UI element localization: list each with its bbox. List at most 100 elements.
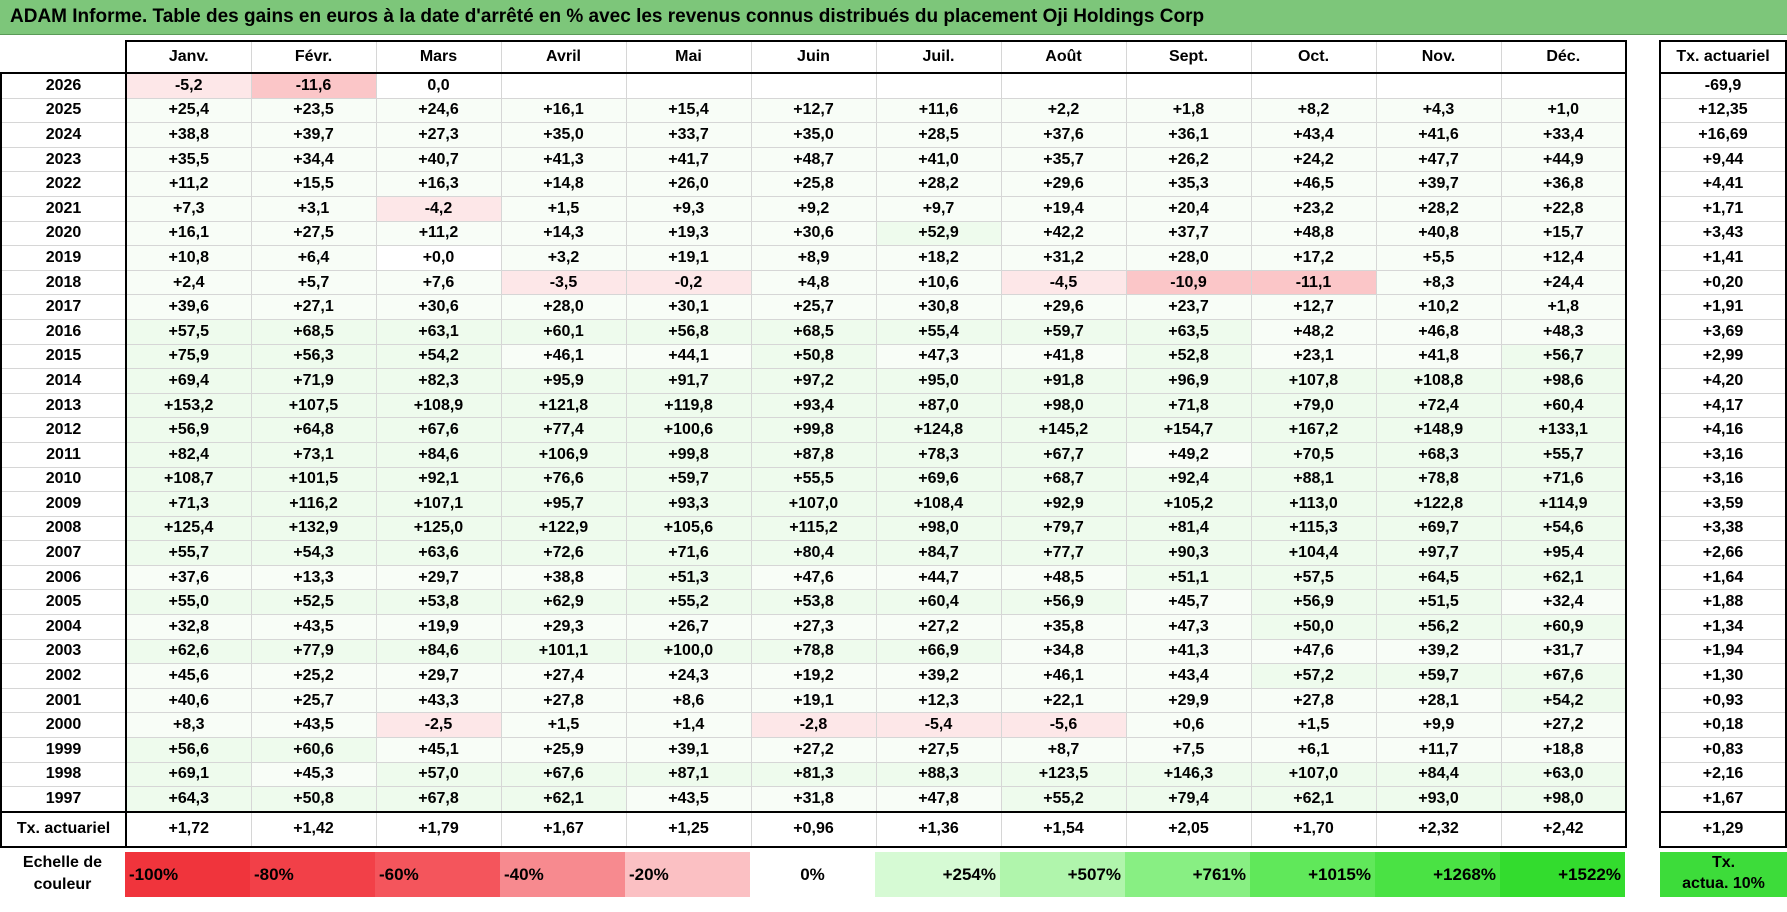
value-cell: +46,5 [1250,171,1376,197]
month-header: Juil. [875,40,1001,74]
year-cell: 2018 [0,270,127,296]
value-cell: +32,4 [1500,589,1627,616]
tx-cell: +0,20 [1659,270,1787,296]
value-cell: +119,8 [625,393,751,419]
value-cell: +40,6 [125,688,251,714]
value-cell: +44,1 [625,344,751,370]
value-cell: +148,9 [1375,417,1501,443]
value-cell: +1,4 [625,712,751,739]
value-cell: +67,6 [375,417,501,443]
value-cell: +78,8 [750,639,876,665]
table-row: 2016 +57,5 +68,5 +63,1 +60,1 +56,8 +68,5 +55,4 +… [0,319,1627,345]
year-cell: 2010 [0,467,127,493]
value-cell: +17,2 [1250,245,1376,271]
side-row: +0,83 [1659,737,1787,763]
value-cell: +98,0 [875,516,1001,542]
table-row: 2003 +62,6 +77,9 +84,6 +101,1 +100,0 +78,8 +66,… [0,639,1627,665]
value-cell: +54,2 [375,344,501,370]
color-scale-cell: +1522% [1500,852,1625,897]
value-cell: +56,7 [1500,344,1627,370]
value-cell: +30,1 [625,294,751,320]
table-row: 2015 +75,9 +56,3 +54,2 +46,1 +44,1 +50,8 +47,3 +… [0,344,1627,370]
value-cell: +45,3 [250,762,376,788]
gains-table: Janv. Févr. Mars Avril Mai Juin Juil. Août Sept.… [0,40,1627,848]
value-cell: +0,0 [375,245,501,271]
value-cell: +55,2 [625,589,751,616]
value-cell: +10,8 [125,245,251,271]
year-cell: 1998 [0,762,127,788]
value-cell: +51,5 [1375,589,1501,616]
year-cell: 2022 [0,171,127,197]
value-cell: +41,0 [875,147,1001,173]
value-cell: +63,1 [375,319,501,345]
value-cell: +1,5 [1250,712,1376,739]
value-cell: +37,7 [1125,221,1251,247]
value-cell: +115,3 [1250,516,1376,542]
value-cell: +28,0 [500,294,626,320]
value-cell: +27,2 [1500,712,1627,739]
value-cell: +27,3 [750,614,876,640]
side-row: +1,67 [1659,786,1787,813]
value-cell: +51,1 [1125,565,1251,591]
value-cell: +122,8 [1375,491,1501,517]
value-cell: +29,7 [375,565,501,591]
value-cell: +29,6 [1000,171,1126,197]
value-cell: +82,4 [125,442,251,468]
value-cell: +82,3 [375,368,501,394]
value-cell: +77,4 [500,417,626,443]
value-cell: +19,1 [625,245,751,271]
value-cell: +22,8 [1500,196,1627,222]
value-cell: +9,3 [625,196,751,222]
value-cell: +68,5 [250,319,376,345]
tx-cell: +4,17 [1659,393,1787,419]
value-cell: +69,1 [125,762,251,788]
value-cell: -2,8 [750,712,876,739]
value-cell: +20,4 [1125,196,1251,222]
tx-cell: +3,59 [1659,491,1787,517]
year-cell: 2016 [0,319,127,345]
tx-cell: +3,69 [1659,319,1787,345]
value-cell: +26,7 [625,614,751,640]
value-cell: +26,0 [625,171,751,197]
value-cell: +47,3 [1125,614,1251,640]
value-cell: +77,9 [250,639,376,665]
year-cell: 2025 [0,98,127,124]
value-cell: +44,9 [1500,147,1627,173]
value-cell: +70,5 [1250,442,1376,468]
value-cell: -5,6 [1000,712,1126,739]
table-row: 1999 +56,6 +60,6 +45,1 +25,9 +39,1 +27,2 +27,5 +… [0,737,1627,763]
value-cell: +88,1 [1250,467,1376,493]
value-cell: +35,5 [125,147,251,173]
table-row: 2011 +82,4 +73,1 +84,6 +106,9 +99,8 +87,8 +78,3… [0,442,1627,468]
value-cell: +36,1 [1125,122,1251,148]
color-scale-label: Echelle de couleur [22,854,103,893]
value-cell: +55,7 [125,540,251,566]
value-cell: +23,7 [1125,294,1251,320]
value-cell: 0,0 [375,73,501,99]
tx-cell: +3,16 [1659,467,1787,493]
side-row: +4,17 [1659,393,1787,419]
value-cell: +46,8 [1375,319,1501,345]
side-row: +3,43 [1659,221,1787,247]
value-cell: +87,1 [625,762,751,788]
value-cell: +81,4 [1125,516,1251,542]
value-cell: +27,4 [500,663,626,689]
value-cell: +124,8 [875,417,1001,443]
value-cell: +92,1 [375,467,501,493]
value-cell: +19,3 [625,221,751,247]
value-cell: +12,3 [875,688,1001,714]
value-cell: +52,8 [1125,344,1251,370]
value-cell: +41,3 [1125,639,1251,665]
value-cell: +68,5 [750,319,876,345]
value-cell: +15,5 [250,171,376,197]
value-cell: +146,3 [1125,762,1251,788]
value-cell: -4,5 [1000,270,1126,296]
value-cell: +30,8 [875,294,1001,320]
value-cell: +34,4 [250,147,376,173]
year-cell: 2023 [0,147,127,173]
color-scale-cell: -40% [500,852,625,897]
value-cell: +42,2 [1000,221,1126,247]
table-row: 2021 +7,3 +3,1 -4,2 +1,5 +9,3 +9,2 +9,7 +19,4 +20… [0,196,1627,222]
value-cell: +39,2 [875,663,1001,689]
value-cell: +45,1 [375,737,501,763]
